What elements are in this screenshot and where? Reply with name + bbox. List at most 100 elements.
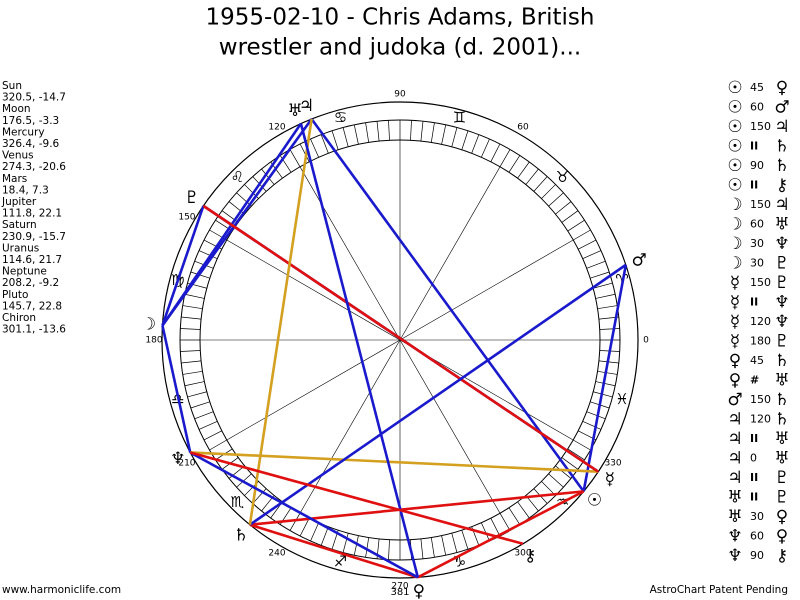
- aspect-from: ☉: [727, 156, 742, 176]
- ring-tick: [595, 381, 616, 387]
- ring-tick: [365, 537, 370, 558]
- footer-right: AstroChart Patent Pending: [650, 584, 788, 596]
- planet-coords: 230.9, -15.7: [2, 231, 66, 243]
- aspect-type: II: [750, 296, 758, 309]
- aspect-from: ☿: [730, 332, 740, 352]
- aspect-from: ☽: [727, 195, 742, 215]
- planet-glyph: ⚷: [524, 546, 536, 566]
- aspect-from: ☿: [730, 293, 740, 313]
- ring-tick: [365, 122, 370, 143]
- aspect-type: 60: [750, 101, 764, 114]
- ring-tick: [561, 210, 579, 223]
- planet-glyph: ☉: [587, 490, 602, 510]
- sign-glyph: ♊: [453, 108, 466, 126]
- spoke: [226, 339, 401, 441]
- planet-name: Neptune: [2, 266, 47, 278]
- aspect-line: [299, 123, 420, 578]
- aspect-type: 60: [750, 530, 764, 543]
- aspect-to: ♆: [774, 234, 789, 254]
- spoke: [399, 239, 574, 341]
- ring-tick: [410, 120, 412, 141]
- ring-tick: [228, 201, 245, 215]
- planet-name: Uranus: [2, 242, 39, 254]
- ring-tick: [310, 138, 319, 158]
- aspect-from: ☿: [730, 273, 740, 293]
- degree-label: 330: [604, 459, 621, 469]
- sign-glyph: ♋: [334, 108, 347, 126]
- planet-name: Venus: [2, 150, 34, 162]
- spoke: [399, 166, 501, 341]
- planet-name: Jupiter: [1, 196, 37, 208]
- aspect-line: [249, 263, 627, 526]
- aspect-to: ♇: [774, 488, 789, 508]
- aspect-line: [249, 523, 419, 579]
- planet-glyph: ☽: [141, 315, 156, 335]
- degree-label: 0: [643, 336, 649, 346]
- aspect-line: [161, 325, 192, 453]
- planet-name: Saturn: [2, 219, 37, 231]
- aspect-from: ♀: [729, 351, 741, 371]
- ring-tick: [490, 518, 501, 537]
- spoke: [226, 239, 401, 341]
- ring-tick: [490, 143, 501, 162]
- aspect-from: ☉: [727, 78, 742, 98]
- aspect-from: ♂: [727, 390, 742, 410]
- ring-tick: [582, 250, 602, 259]
- ring-tick: [548, 473, 564, 488]
- ring-tick: [525, 168, 539, 185]
- ring-tick: [517, 501, 530, 519]
- spoke: [399, 339, 501, 514]
- ring-tick: [548, 192, 564, 207]
- ring-tick: [420, 121, 424, 142]
- ring-tick: [353, 124, 359, 145]
- ring-tick: [461, 130, 469, 150]
- aspect-line: [189, 451, 419, 579]
- ring-tick: [279, 155, 292, 173]
- ring-tick: [508, 155, 521, 173]
- aspect-type: 150: [750, 276, 771, 289]
- aspect-to: ♇: [774, 332, 789, 352]
- ring-tick: [451, 533, 458, 553]
- planet-coords: 18.4, 7.3: [2, 184, 49, 196]
- aspect-from: ☉: [727, 137, 742, 157]
- ring-tick: [331, 130, 339, 150]
- aspect-to: ♇: [774, 468, 789, 488]
- planet-name: Sun: [2, 80, 22, 92]
- ring-tick: [533, 176, 548, 192]
- ring-tick: [567, 219, 585, 232]
- aspect-to: ♀: [776, 527, 788, 547]
- extra-label: 381: [390, 587, 409, 598]
- ring-tick: [597, 305, 618, 310]
- ring-tick: [299, 518, 310, 537]
- aspect-type: II: [750, 140, 758, 153]
- aspect-type: 150: [750, 198, 771, 211]
- degree-label: 90: [394, 90, 406, 100]
- aspect-line: [310, 118, 585, 493]
- planet-name: Moon: [2, 103, 31, 115]
- planet-coords: 326.4, -9.6: [2, 138, 60, 150]
- aspect-type: 150: [750, 120, 771, 133]
- outer-circle: [161, 101, 639, 579]
- ring-tick: [209, 439, 227, 451]
- planet-glyph: ♀: [413, 581, 425, 600]
- aspect-type: II: [750, 179, 758, 192]
- ring-tick: [190, 401, 210, 409]
- aspect-type: 150: [750, 393, 771, 406]
- ring-tick: [184, 293, 205, 299]
- ring-tick: [461, 530, 469, 550]
- planet-name: Mars: [2, 173, 27, 185]
- aspect-type: 120: [750, 315, 771, 328]
- aspect-from: ♅: [727, 507, 742, 527]
- ring-tick: [499, 149, 511, 167]
- aspect-line: [189, 451, 524, 546]
- aspect-type: 60: [750, 218, 764, 231]
- ring-tick: [430, 122, 435, 143]
- sign-glyph: ♉: [556, 168, 569, 186]
- ring-tick: [573, 229, 591, 241]
- ring-tick: [541, 184, 556, 199]
- aspect-to: ⚷: [776, 176, 788, 196]
- ring-tick: [441, 535, 447, 556]
- aspect-line: [161, 205, 205, 326]
- aspect-from: ♆: [727, 527, 742, 547]
- aspect-to: ♃: [774, 195, 789, 215]
